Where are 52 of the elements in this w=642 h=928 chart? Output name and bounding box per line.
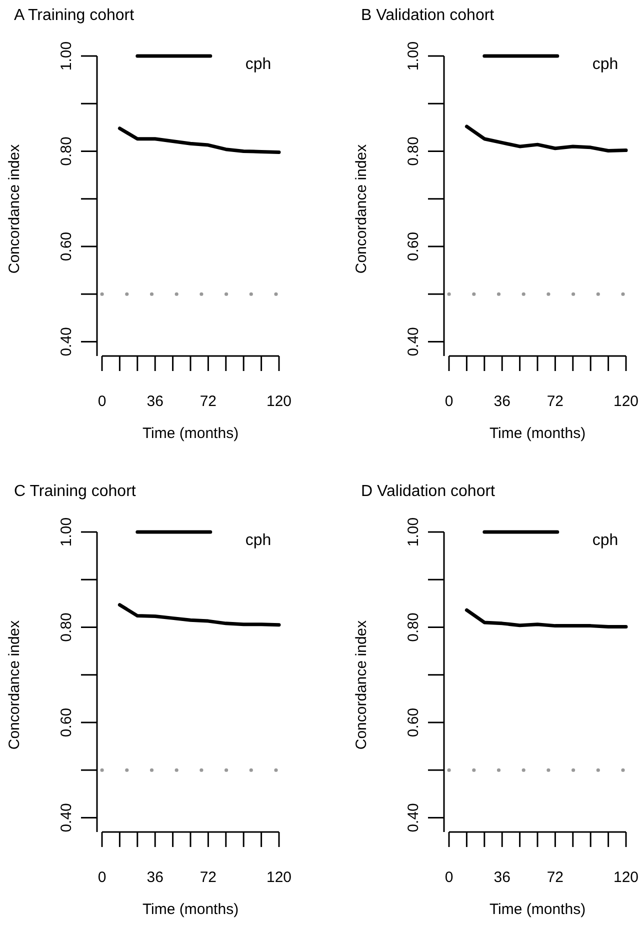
x-tick-label: 72 [200,869,217,886]
y-tick-label: 0.60 [58,708,75,738]
y-axis-title: Concordance index [353,144,370,274]
x-tick-label: 36 [146,393,164,410]
x-tick-label: 0 [98,869,106,886]
y-tick-label: 0.80 [405,612,422,642]
x-tick-label: 36 [494,869,510,886]
y-tick-label: 1.00 [405,517,422,547]
x-axis-title: Time (months) [489,901,586,918]
line-series [118,603,281,627]
x-tick-label: 120 [266,869,292,886]
legend-label: cph [592,532,618,549]
y-tick-label: 1.00 [405,41,422,71]
line-series [118,126,281,154]
y-tick-label: 0.40 [58,803,75,832]
x-tick-label: 0 [444,393,454,410]
y-tick-label: 1.00 [58,517,75,547]
y-axis-title: Concordance index [353,620,370,750]
legend-label: cph [592,56,618,73]
x-tick-label: 72 [200,393,217,410]
x-tick-label: 120 [613,393,639,410]
chart-title: D Validation cohort [361,483,496,500]
y-tick-label: 0.60 [405,232,422,262]
y-tick-label: 0.40 [405,803,422,832]
legend-label: cph [245,56,272,73]
y-tick-label: 0.80 [405,136,422,166]
x-tick-label: 36 [494,393,510,410]
x-tick-label: 72 [546,869,564,886]
y-tick-label: 0.40 [58,327,75,356]
x-axis-title: Time (months) [489,425,586,442]
x-tick-label: 36 [146,869,164,886]
y-tick-label: 0.40 [405,327,422,356]
y-tick-label: 1.00 [58,41,75,71]
y-tick-label: 0.60 [405,708,422,738]
legend-label: cph [245,532,272,549]
y-tick-label: 0.80 [58,136,75,166]
x-tick-label: 120 [613,869,639,886]
line-series [464,608,628,629]
line-series [464,124,628,153]
y-tick-label: 0.80 [58,612,75,642]
y-tick-label: 0.60 [58,232,75,262]
x-tick-label: 0 [98,393,106,410]
x-tick-label: 120 [266,393,292,410]
x-tick-label: 0 [444,869,454,886]
chart-title: A Training cohort [14,7,135,24]
x-axis-title: Time (months) [142,901,239,918]
chart-title: B Validation cohort [361,7,495,24]
chart-title: C Training cohort [14,483,136,500]
y-axis-title: Concordance index [6,620,23,750]
x-tick-label: 72 [546,393,564,410]
y-axis-title: Concordance index [6,144,23,274]
x-axis-title: Time (months) [142,425,239,442]
